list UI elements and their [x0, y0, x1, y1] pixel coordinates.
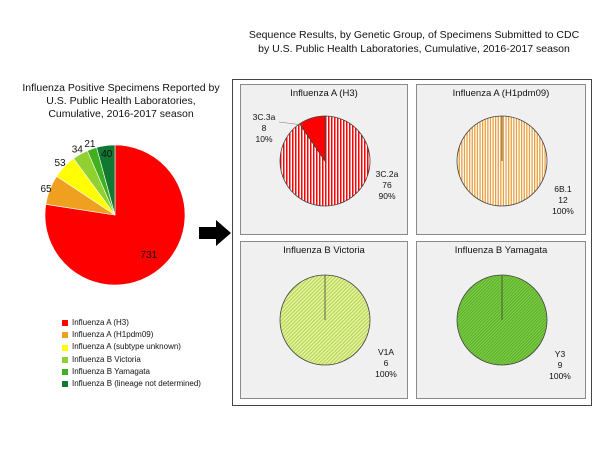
legend-swatch-a-unknown — [62, 344, 68, 351]
sequence-results-frame: Influenza A (H3) 3C.3a 8 10% 3C.2a 76 90… — [232, 79, 592, 406]
label-6b1-percent: 100% — [552, 206, 574, 216]
panel-b-yamagata: Influenza B Yamagata Y3 9 100% — [416, 241, 586, 399]
legend-swatch-b-victoria — [62, 356, 68, 363]
right-title-line-2: by U.S. Public Health Laboratories, Cumu… — [258, 43, 570, 55]
label-v1a-percent: 100% — [375, 369, 397, 379]
label-3c3a-percent: 10% — [255, 134, 273, 144]
label-3c2a-name: 3C.2a — [375, 169, 399, 179]
label-3c2a-percent: 90% — [378, 191, 396, 201]
label-3c3a-name: 3C.3a — [252, 112, 276, 122]
legend-swatch-a-h1 — [62, 332, 68, 339]
legend-item-a-unknown: Influenza A (subtype unknown) — [62, 341, 201, 353]
main-pie-data-label-influenza-a-h1pdm09: 65 — [40, 184, 52, 195]
main-pie-data-label-influenza-b-yamagata: 21 — [84, 139, 96, 150]
legend-item-b-yamagata: Influenza B Yamagata — [62, 366, 201, 378]
label-y3-name: Y3 — [554, 349, 566, 359]
main-pie-legend: Influenza A (H3) Influenza A (H1pdm09) I… — [62, 317, 201, 390]
panel-a-h3: Influenza A (H3) 3C.3a 8 10% 3C.2a 76 90… — [240, 84, 408, 235]
label-v1a: V1A 6 100% — [367, 347, 405, 380]
pie-b-victoria — [279, 274, 371, 366]
panel-title-a-h3: Influenza A (H3) — [290, 88, 358, 99]
label-y3: Y3 9 100% — [541, 349, 579, 382]
right-chart-title: Sequence Results, by Genetic Group, of S… — [238, 28, 590, 56]
main-pie-slice-influenza-b-lineage-not-determined — [96, 144, 116, 216]
label-v1a-name: V1A — [377, 347, 395, 357]
pie-a-h3-slice-3c-2a — [279, 115, 371, 207]
left-chart-title: Influenza Positive Specimens Reported by… — [10, 82, 232, 121]
legend-item-a-h1: Influenza A (H1pdm09) — [62, 329, 201, 341]
legend-swatch-a-h3 — [62, 320, 68, 327]
main-pie-data-label-influenza-a-h3: 731 — [141, 250, 158, 261]
left-title-line-1: Influenza Positive Specimens Reported by — [22, 82, 220, 94]
main-pie-data-label-influenza-b-victoria: 34 — [72, 145, 84, 156]
label-3c2a: 3C.2a 76 90% — [369, 169, 405, 202]
panel-title-b-yamagata: Influenza B Yamagata — [454, 245, 548, 256]
legend-label-a-unknown: Influenza A (subtype unknown) — [72, 342, 181, 352]
legend-swatch-b-yamagata — [62, 368, 68, 375]
legend-label-b-victoria: Influenza B Victoria — [72, 354, 141, 364]
legend-label-a-h1: Influenza A (H1pdm09) — [72, 330, 154, 340]
panel-b-victoria: Influenza B Victoria V1A 6 100% — [240, 241, 408, 399]
legend-label-b-yamagata: Influenza B Yamagata — [72, 366, 150, 376]
right-title-line-1: Sequence Results, by Genetic Group, of S… — [248, 29, 580, 41]
label-y3-percent: 100% — [549, 371, 571, 381]
legend-swatch-b-undetermined — [62, 381, 68, 388]
main-pie-data-label-influenza-b-lineage-not-determined: 40 — [101, 149, 113, 160]
label-3c2a-count: 76 — [382, 180, 392, 190]
legend-item-b-victoria: Influenza B Victoria — [62, 354, 201, 366]
pie-a-h1 — [456, 115, 548, 207]
legend-label-a-h3: Influenza A (H3) — [72, 318, 129, 327]
main-pie-data-label-influenza-a-subtype-unknown: 53 — [54, 158, 66, 169]
pie-a-h3-slice-3c-3a — [299, 115, 326, 163]
panel-title-a-h1: Influenza A (H1pdm09) — [452, 88, 550, 99]
panel-title-b-victoria: Influenza B Victoria — [283, 245, 365, 256]
panel-a-h1: Influenza A (H1pdm09) 6B.1 12 100% — [416, 84, 586, 235]
pie-b-yamagata — [456, 274, 548, 366]
right-arrow-icon — [199, 220, 231, 246]
pie-a-h3 — [278, 115, 371, 207]
label-6b1-name: 6B.1 — [554, 184, 572, 194]
label-3c3a-count: 8 — [261, 123, 267, 133]
legend-label-b-undetermined: Influenza B (lineage not determined) — [72, 379, 201, 389]
label-3c3a: 3C.3a 8 10% — [247, 112, 281, 145]
label-6b1: 6B.1 12 100% — [545, 184, 581, 217]
label-y3-count: 9 — [557, 360, 563, 370]
left-title-line-3: Cumulative, 2016-2017 season — [48, 108, 194, 120]
left-title-line-2: U.S. Public Health Laboratories, — [46, 95, 196, 107]
label-6b1-count: 12 — [558, 195, 568, 205]
legend-item-b-undetermined: Influenza B (lineage not determined) — [62, 378, 201, 390]
legend-item-a-h3: Influenza A (H3) — [62, 317, 201, 329]
label-v1a-count: 6 — [383, 358, 389, 368]
leader-line-3c3a — [278, 121, 304, 126]
